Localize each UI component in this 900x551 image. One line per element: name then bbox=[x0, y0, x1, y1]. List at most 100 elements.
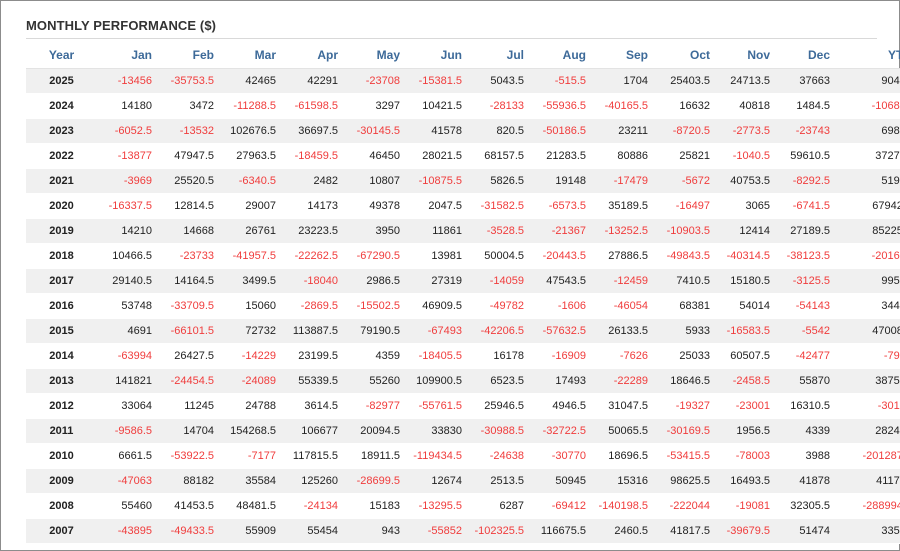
cell-oct: -49843.5 bbox=[653, 243, 715, 269]
cell-jan: 55460 bbox=[97, 493, 157, 519]
cell-nov: 15180.5 bbox=[715, 268, 775, 294]
cell-mar: 26761 bbox=[219, 218, 281, 244]
table-row: 2010 6661.5 -53922.5 -7177 117815.5 18911.5 -1… bbox=[26, 443, 900, 469]
column-header-dec: Dec bbox=[775, 42, 835, 69]
column-header-mar: Mar bbox=[219, 42, 281, 69]
cell-mar: 27963.5 bbox=[219, 143, 281, 169]
cell-oct: -53415.5 bbox=[653, 443, 715, 469]
cell-ytd: 411709 bbox=[835, 468, 900, 494]
cell-nov: -2458.5 bbox=[715, 368, 775, 394]
cell-aug: 17493 bbox=[529, 368, 591, 394]
column-header-jun: Jun bbox=[405, 42, 467, 69]
cell-aug: -515.5 bbox=[529, 68, 591, 94]
cell-nov: 54014 bbox=[715, 293, 775, 319]
cell-jan: 4691 bbox=[97, 318, 157, 344]
cell-jul: -3528.5 bbox=[467, 218, 529, 244]
cell-mar: 35584 bbox=[219, 468, 281, 494]
cell-mar: 42465 bbox=[219, 68, 281, 94]
title-divider bbox=[26, 38, 877, 39]
cell-feb: 88182 bbox=[157, 468, 219, 494]
cell-feb: -23733 bbox=[157, 243, 219, 269]
cell-jul: -102325.5 bbox=[467, 518, 529, 544]
cell-dec: 27189.5 bbox=[775, 218, 835, 244]
cell-jun: 10421.5 bbox=[405, 93, 467, 119]
cell-dec: 51474 bbox=[775, 518, 835, 544]
cell-dec: 55870 bbox=[775, 368, 835, 394]
cell-jun: -55761.5 bbox=[405, 393, 467, 419]
cell-sep: -46054 bbox=[591, 293, 653, 319]
cell-dec: -54143 bbox=[775, 293, 835, 319]
year-cell: 2021 bbox=[26, 168, 97, 194]
cell-sep: -22289 bbox=[591, 368, 653, 394]
cell-feb: -33709.5 bbox=[157, 293, 219, 319]
cell-dec: -42477 bbox=[775, 343, 835, 369]
cell-ytd: 33548 bbox=[835, 518, 900, 544]
cell-aug: 47543.5 bbox=[529, 268, 591, 294]
cell-may: -28699.5 bbox=[343, 468, 405, 494]
cell-jul: -24638 bbox=[467, 443, 529, 469]
cell-may: -82977 bbox=[343, 393, 405, 419]
cell-mar: -7177 bbox=[219, 443, 281, 469]
cell-apr: -2869.5 bbox=[281, 293, 343, 319]
cell-nov: -2773.5 bbox=[715, 118, 775, 144]
column-header-aug: Aug bbox=[529, 42, 591, 69]
cell-jun: -67493 bbox=[405, 318, 467, 344]
year-cell: 2019 bbox=[26, 218, 97, 244]
cell-ytd: 85225.5 bbox=[835, 218, 900, 244]
cell-ytd: 47008.5 bbox=[835, 318, 900, 344]
cell-ytd: -106817 bbox=[835, 93, 900, 119]
year-cell: 2008 bbox=[26, 493, 97, 519]
cell-ytd: 90469 bbox=[835, 68, 900, 94]
cell-jan: 10466.5 bbox=[97, 243, 157, 269]
cell-apr: 106677 bbox=[281, 418, 343, 444]
cell-oct: -10903.5 bbox=[653, 218, 715, 244]
cell-jan: -43895 bbox=[97, 518, 157, 544]
cell-mar: 154268.5 bbox=[219, 418, 281, 444]
cell-jan: 33064 bbox=[97, 393, 157, 419]
cell-apr: 2482 bbox=[281, 168, 343, 194]
cell-ytd: 387563 bbox=[835, 368, 900, 394]
table-row: 2020 -16337.5 12814.5 29007 14173 49378 2047.5… bbox=[26, 193, 900, 219]
cell-may: 46450 bbox=[343, 143, 405, 169]
cell-aug: -6573.5 bbox=[529, 193, 591, 219]
cell-apr: 36697.5 bbox=[281, 118, 343, 144]
column-header-oct: Oct bbox=[653, 42, 715, 69]
year-cell: 2012 bbox=[26, 393, 97, 419]
cell-aug: -32722.5 bbox=[529, 418, 591, 444]
cell-dec: -8292.5 bbox=[775, 168, 835, 194]
cell-may: 20094.5 bbox=[343, 418, 405, 444]
year-cell: 2016 bbox=[26, 293, 97, 319]
cell-feb: -35753.5 bbox=[157, 68, 219, 94]
cell-may: 49378 bbox=[343, 193, 405, 219]
cell-jan: -6052.5 bbox=[97, 118, 157, 144]
cell-sep: 31047.5 bbox=[591, 393, 653, 419]
cell-jun: 28021.5 bbox=[405, 143, 467, 169]
cell-sep: 18696.5 bbox=[591, 443, 653, 469]
cell-mar: -41957.5 bbox=[219, 243, 281, 269]
cell-dec: -23743 bbox=[775, 118, 835, 144]
cell-dec: -5542 bbox=[775, 318, 835, 344]
cell-apr: -18040 bbox=[281, 268, 343, 294]
cell-nov: 16493.5 bbox=[715, 468, 775, 494]
table-row: 2016 53748 -33709.5 15060 -2869.5 -15502.5 469… bbox=[26, 293, 900, 319]
cell-nov: -16583.5 bbox=[715, 318, 775, 344]
cell-jul: -42206.5 bbox=[467, 318, 529, 344]
cell-nov: -19081 bbox=[715, 493, 775, 519]
cell-mar: -24089 bbox=[219, 368, 281, 394]
cell-jan: -13456 bbox=[97, 68, 157, 94]
cell-apr: 113887.5 bbox=[281, 318, 343, 344]
cell-oct: 5933 bbox=[653, 318, 715, 344]
cell-apr: -24134 bbox=[281, 493, 343, 519]
cell-oct: 41817.5 bbox=[653, 518, 715, 544]
cell-may: 18911.5 bbox=[343, 443, 405, 469]
cell-may: -15502.5 bbox=[343, 293, 405, 319]
cell-nov: -23001 bbox=[715, 393, 775, 419]
column-header-apr: Apr bbox=[281, 42, 343, 69]
table-row: 2022 -13877 47947.5 27963.5 -18459.5 46450 280… bbox=[26, 143, 900, 169]
cell-nov: -39679.5 bbox=[715, 518, 775, 544]
cell-jan: 53748 bbox=[97, 293, 157, 319]
header-row: Year Jan Feb Mar Apr May Jun Jul Aug Sep… bbox=[26, 42, 900, 69]
cell-aug: 4946.5 bbox=[529, 393, 591, 419]
cell-apr: -61598.5 bbox=[281, 93, 343, 119]
column-header-year: Year bbox=[26, 42, 97, 69]
